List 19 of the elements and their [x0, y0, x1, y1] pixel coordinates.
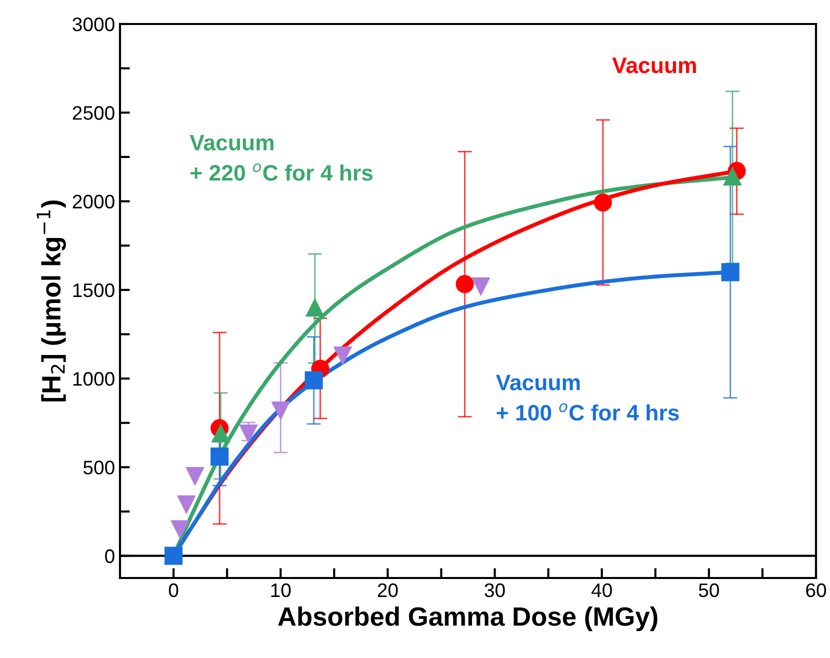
y-tick-label: 0: [105, 549, 114, 564]
y-tick-label: 500: [83, 460, 114, 474]
x-tick-label: 20: [378, 583, 398, 598]
y-axis-title: [H$_{2}$] (μmol kg$^{−1}$): [36, 200, 66, 402]
text: Vacuum: [612, 58, 696, 74]
x-axis-title: Absorbed Gamma Dose (MGy): [278, 606, 658, 632]
x-tick-label: 10: [271, 583, 291, 598]
x-tick-label: 60: [806, 583, 826, 598]
x-tick-label: 0: [168, 583, 178, 598]
text: Vacuum + 100 $^{o}$C for 4 hrs: [496, 374, 679, 421]
y-tick-label: 3000: [72, 17, 114, 32]
text: Vacuum + 220 $^{o}$C for 4 hrs: [190, 135, 373, 181]
y-tick-label: 2000: [72, 194, 114, 209]
y-tick-label: 1500: [73, 283, 114, 298]
y-tick-label: 1000: [73, 372, 114, 386]
x-tick-label: 30: [484, 583, 505, 598]
x-tick-label: 40: [591, 583, 612, 598]
y-tick-label: 2500: [72, 106, 114, 120]
x-tick-label: 50: [698, 583, 719, 598]
